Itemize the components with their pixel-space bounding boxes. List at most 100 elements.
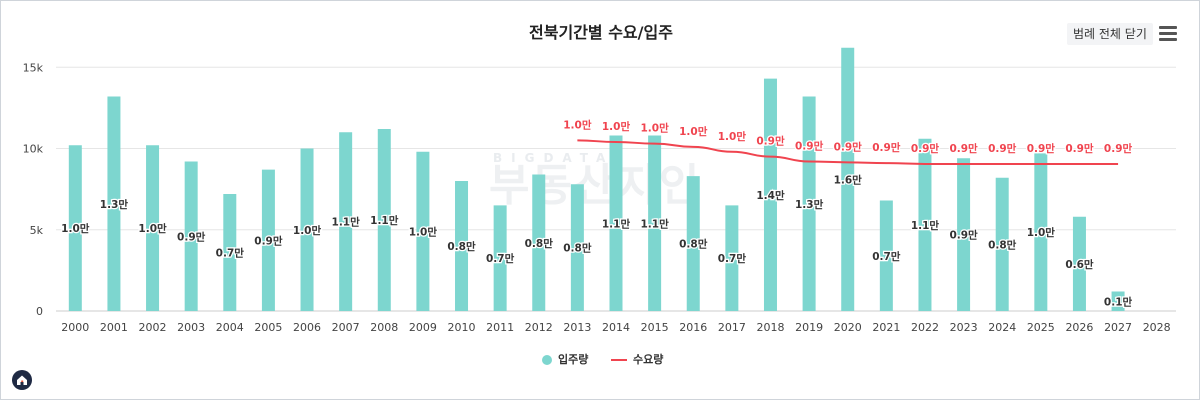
demand-label-2020: 0.9만 [834,140,863,153]
x-tick-label: 2024 [988,321,1016,334]
bar-2027 [1111,291,1125,311]
bar-2002 [146,145,160,311]
bar-label-2026: 0.6만 [1065,258,1094,271]
bar-2022 [918,138,932,311]
bar-2010 [455,181,469,311]
legend-marker-occupancy [542,355,552,365]
bar-2017 [725,205,739,311]
bar-label-2016: 0.8만 [679,238,708,251]
demand-label-2013: 1.0만 [563,118,592,131]
bar-2019 [802,96,816,311]
x-tick-label: 2028 [1143,321,1171,334]
x-tick-label: 2006 [293,321,321,334]
bar-label-2021: 0.7만 [872,250,901,263]
home-icon[interactable] [12,370,32,390]
bar-label-2018: 1.4만 [756,189,785,202]
bar-label-2003: 0.9만 [177,230,206,243]
bar-label-2019: 1.3만 [795,198,824,211]
bar-2012 [532,174,546,311]
x-tick-label: 2026 [1065,321,1093,334]
bar-2001 [107,96,121,311]
demand-label-2017: 1.0만 [718,130,747,143]
hamburger-menu-icon[interactable] [1159,25,1177,41]
demand-label-2021: 0.9만 [872,141,901,154]
demand-line [577,139,1119,165]
bar-label-2015: 1.1만 [640,217,669,230]
bar-2015 [648,135,662,311]
x-tick-label: 2018 [756,321,784,334]
bar-label-2012: 0.8만 [525,237,554,250]
bar-label-2005: 0.9만 [254,234,283,247]
demand-label-2026: 0.9만 [1065,142,1094,155]
bar-2009 [416,151,430,311]
legend-item-demand[interactable]: 수요량 [633,353,664,366]
x-tick-label: 2014 [602,321,630,334]
x-tick-label: 2008 [370,321,398,334]
x-tick-label: 2002 [139,321,167,334]
demand-label-2027: 0.9만 [1104,142,1133,155]
x-tick-label: 2001 [100,321,128,334]
bar-2011 [493,205,507,311]
bar-label-2007: 1.1만 [332,216,361,229]
bar-2018 [763,78,777,311]
legend-toggle-button[interactable]: 범례 전체 닫기 [1067,23,1153,45]
x-tick-label: 2010 [448,321,476,334]
y-tick-label: 5k [30,224,44,237]
bar-label-2001: 1.3만 [100,198,129,211]
bar-2023 [957,158,971,311]
bar-2024 [995,177,1009,311]
bar-2004 [223,194,237,311]
x-tick-label: 2004 [216,321,244,334]
demand-label-2023: 0.9만 [949,142,978,155]
legend-item-occupancy[interactable]: 입주량 [558,353,589,366]
y-tick-label: 10k [23,143,44,156]
x-tick-label: 2007 [332,321,360,334]
bar-label-2009: 1.0만 [409,225,438,238]
x-tick-label: 2021 [872,321,900,334]
bar-label-2020: 1.6만 [834,173,863,186]
bar-2020 [841,47,855,311]
x-tick-label: 2023 [950,321,978,334]
bar-label-2022: 1.1만 [911,219,940,232]
bar-2005 [261,169,275,311]
bar-label-2010: 0.8만 [447,240,476,253]
bar-2003 [184,161,198,311]
bar-label-2025: 1.0만 [1027,226,1056,239]
bar-label-2006: 1.0만 [293,224,322,237]
x-tick-label: 2013 [563,321,591,334]
bar-label-2024: 0.8만 [988,238,1017,251]
watermark-subtext: BIGDATA [493,151,615,165]
bar-label-2000: 1.0만 [61,222,90,235]
legend-marker-demand [611,359,627,361]
bar-label-2011: 0.7만 [486,252,515,265]
bar-label-2027: 0.1만 [1104,295,1133,308]
x-tick-label: 2025 [1027,321,1055,334]
demand-label-2016: 1.0만 [679,125,708,138]
bar-2008 [377,129,391,311]
demand-label-2015: 1.0만 [640,122,669,135]
x-tick-label: 2020 [834,321,862,334]
x-tick-label: 2011 [486,321,514,334]
bar-2013 [570,184,584,311]
watermark: 부동산지인 [489,160,702,211]
bar-2006 [300,148,314,311]
bar-label-2017: 0.7만 [718,252,747,265]
x-tick-label: 2019 [795,321,823,334]
bar-label-2023: 0.9만 [949,229,978,242]
y-tick-label: 15k [23,61,44,74]
x-tick-label: 2017 [718,321,746,334]
demand-label-2014: 1.0만 [602,120,631,133]
y-tick-label: 0 [36,305,43,318]
bar-label-2013: 0.8만 [563,242,592,255]
bar-2000 [68,145,82,311]
demand-label-2022: 0.9만 [911,142,940,155]
x-tick-label: 2003 [177,321,205,334]
demand-label-2024: 0.9만 [988,142,1017,155]
x-tick-label: 2012 [525,321,553,334]
bar-2021 [879,200,893,311]
x-tick-label: 2022 [911,321,939,334]
bar-2014 [609,135,623,311]
x-tick-label: 2016 [679,321,707,334]
